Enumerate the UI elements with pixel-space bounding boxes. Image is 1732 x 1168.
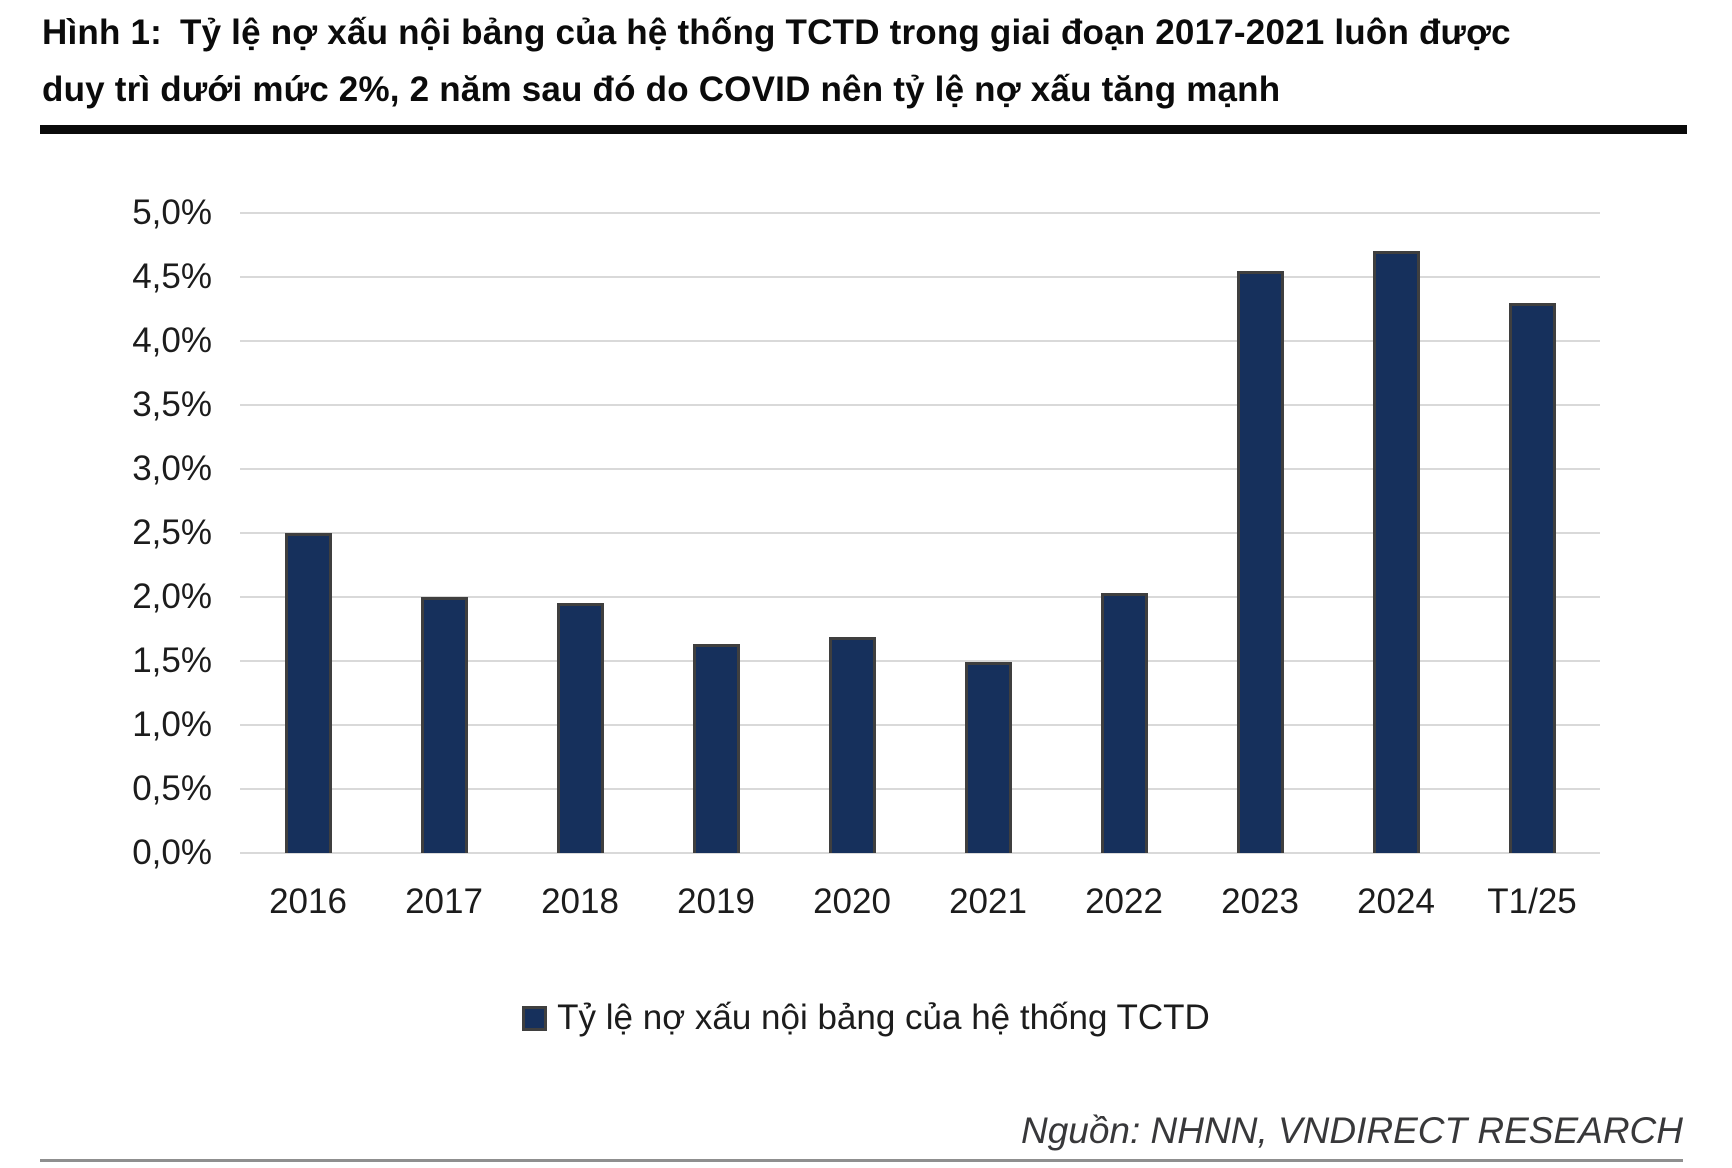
bar-column-T1/25: [1464, 213, 1600, 853]
gridline-0,0%: [240, 852, 1600, 854]
x-axis: 2016 2017 2018 2019 2020 2021 2022 2023 2024 T1/2…: [240, 882, 1600, 922]
y-tick-label-3,0%: 3,0%: [132, 449, 212, 488]
x-tick-label-2024: 2024: [1357, 882, 1435, 921]
plot-area: [240, 212, 1600, 854]
bar-column-2024: [1328, 213, 1464, 853]
y-tick-label-3,5%: 3,5%: [132, 385, 212, 424]
bar-column-2023: [1192, 213, 1328, 853]
gridline-4,5%: [240, 276, 1600, 278]
gridline-4,0%: [240, 340, 1600, 342]
y-tick-label-1,5%: 1,5%: [132, 641, 212, 680]
bar-2019: [692, 644, 740, 853]
x-tick-label-2020: 2020: [813, 882, 891, 921]
bar-2021: [964, 662, 1012, 853]
figure-title: Hình 1: Tỷ lệ nợ xấu nội bảng của hệ thốn…: [42, 4, 1692, 118]
gridline-3,5%: [240, 404, 1600, 406]
bars-row: [240, 213, 1600, 853]
gridline-2,5%: [240, 532, 1600, 534]
figure-title-text-1: Tỷ lệ nợ xấu nội bảng của hệ thống TCTD …: [180, 13, 1511, 52]
y-tick-label-4,0%: 4,0%: [132, 321, 212, 360]
x-tick-label-2016: 2016: [269, 882, 347, 921]
bar-2024: [1372, 251, 1420, 853]
bar-2017: [420, 597, 468, 853]
figure-title-line-2: duy trì dưới mức 2%, 2 năm sau đó do COV…: [42, 70, 1281, 109]
bar-column-2018: [512, 213, 648, 853]
bar-column-2022: [1056, 213, 1192, 853]
bar-2018: [556, 603, 604, 853]
y-tick-label-1,0%: 1,0%: [132, 705, 212, 744]
gridline-2,0%: [240, 596, 1600, 598]
x-tick-label-T1/25: T1/25: [1487, 882, 1577, 921]
y-tick-label-2,0%: 2,0%: [132, 577, 212, 616]
x-tick-label-2018: 2018: [541, 882, 619, 921]
bar-column-2017: [376, 213, 512, 853]
figure-title-line-1: Hình 1: Tỷ lệ nợ xấu nội bảng của hệ thốn…: [42, 4, 1692, 61]
x-tick-label-2021: 2021: [949, 882, 1027, 921]
gridline-1,0%: [240, 724, 1600, 726]
bar-column-2016: [240, 213, 376, 853]
bar-T1/25: [1508, 302, 1556, 853]
legend-label: Tỷ lệ nợ xấu nội bảng của hệ thống TCTD: [557, 998, 1210, 1037]
chart-legend: Tỷ lệ nợ xấu nội bảng của hệ thống TCTD: [0, 998, 1732, 1038]
y-tick-label-2,5%: 2,5%: [132, 513, 212, 552]
x-tick-label-2022: 2022: [1085, 882, 1163, 921]
bar-2020: [828, 636, 876, 853]
bar-column-2019: [648, 213, 784, 853]
x-tick-label-2017: 2017: [405, 882, 483, 921]
gridline-5,0%: [240, 212, 1600, 214]
footer-divider: [40, 1159, 1683, 1162]
x-tick-label-2019: 2019: [677, 882, 755, 921]
bar-2022: [1100, 593, 1148, 853]
figure-number-label: Hình 1:: [42, 13, 163, 52]
y-tick-label-5,0%: 5,0%: [132, 193, 212, 232]
y-tick-label-0,5%: 0,5%: [132, 769, 212, 808]
legend-marker-square: [522, 1005, 548, 1031]
y-tick-label-0,0%: 0,0%: [132, 833, 212, 872]
source-note: Nguồn: NHNN, VNDIRECT RESEARCH: [1020, 1110, 1683, 1151]
gridline-1,5%: [240, 660, 1600, 662]
bar-2016: [284, 533, 332, 853]
bar-2023: [1236, 270, 1284, 853]
y-tick-label-4,5%: 4,5%: [132, 257, 212, 296]
gridline-3,0%: [240, 468, 1600, 470]
x-tick-label-2023: 2023: [1221, 882, 1299, 921]
gridline-0,5%: [240, 788, 1600, 790]
title-underline: [40, 125, 1687, 134]
bar-column-2021: [920, 213, 1056, 853]
bar-column-2020: [784, 213, 920, 853]
